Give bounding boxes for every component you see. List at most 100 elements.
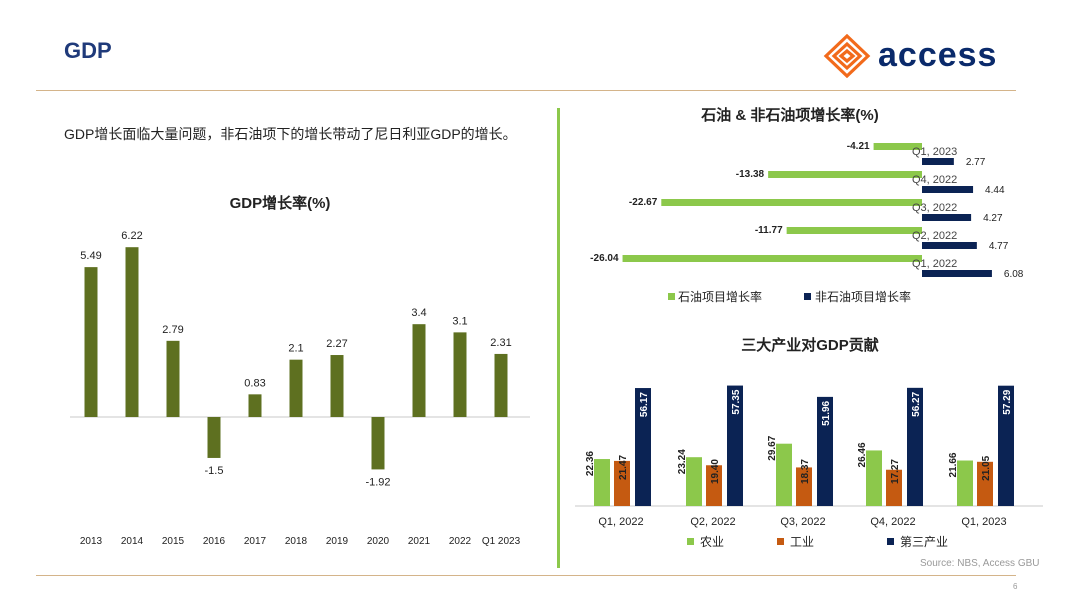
gdp-bar bbox=[412, 324, 426, 417]
gdp-value-label: 3.4 bbox=[411, 307, 426, 319]
sector-bar bbox=[614, 460, 630, 506]
gdp-tick-label: 2019 bbox=[326, 536, 349, 547]
gdp-bar bbox=[330, 355, 344, 417]
gdp-growth-chart: 5.49 2013 6.22 2014 2.79 2015 -1.5 2016 0.83 2017… bbox=[70, 230, 530, 547]
sector-value-label: 29.67 bbox=[767, 435, 778, 460]
oil-category-label: Q3, 2022 bbox=[912, 202, 957, 214]
gdp-chart-title: GDP增长率(%) bbox=[229, 195, 331, 212]
sector-bar bbox=[776, 443, 792, 506]
nonoil-value-label: 4.77 bbox=[989, 241, 1009, 252]
sector-value-label: 23.24 bbox=[677, 449, 688, 474]
sector-value-label: 51.96 bbox=[821, 400, 832, 425]
sector-bar bbox=[686, 457, 702, 506]
oil-bar bbox=[768, 171, 922, 178]
gdp-tick-label: Q1 2023 bbox=[482, 536, 521, 547]
legend-label-sector: 第三产业 bbox=[900, 535, 948, 549]
sector-bar bbox=[977, 461, 993, 506]
gdp-tick-label: 2020 bbox=[367, 536, 390, 547]
sector-bar bbox=[957, 460, 973, 506]
nonoil-bar bbox=[922, 186, 974, 193]
sector-value-label: 22.36 bbox=[585, 451, 596, 476]
sector-value-label: 57.35 bbox=[731, 389, 742, 414]
sector-bar bbox=[706, 465, 722, 506]
legend-swatch-nonoil bbox=[804, 293, 811, 300]
gdp-tick-label: 2022 bbox=[449, 536, 472, 547]
sector-bar bbox=[998, 385, 1014, 506]
nonoil-bar bbox=[922, 158, 954, 165]
gdp-value-label: 5.49 bbox=[80, 250, 101, 262]
gdp-bar bbox=[494, 353, 508, 417]
oil-category-label: Q2, 2022 bbox=[912, 230, 957, 242]
nonoil-bar bbox=[922, 214, 972, 221]
sectors-chart: 22.36 21.47 56.17 Q1, 2022 23.24 19.40 57.35 Q2… bbox=[575, 385, 1043, 549]
legend-swatch-sector bbox=[887, 538, 894, 545]
gdp-value-label: -1.5 bbox=[205, 465, 224, 477]
access-logo: access bbox=[822, 33, 1022, 79]
oil-chart-title: 石油 & 非石油项增长率(%) bbox=[701, 107, 879, 124]
sectors-tick-label: Q2, 2022 bbox=[690, 516, 735, 528]
oil-value-label: -26.04 bbox=[590, 253, 619, 264]
sector-value-label: 21.05 bbox=[981, 455, 992, 480]
gdp-bar bbox=[453, 332, 467, 417]
page-number: 6 bbox=[1013, 582, 1018, 591]
legend-label-sector: 农业 bbox=[700, 535, 724, 549]
oil-category-label: Q1, 2022 bbox=[912, 258, 957, 270]
gdp-tick-label: 2016 bbox=[203, 536, 226, 547]
sector-bar bbox=[886, 469, 902, 506]
access-diamond-icon bbox=[823, 33, 871, 79]
nonoil-value-label: 2.77 bbox=[966, 157, 986, 168]
sector-value-label: 21.66 bbox=[948, 452, 959, 477]
gdp-value-label: 2.79 bbox=[162, 324, 183, 336]
sectors-tick-label: Q4, 2022 bbox=[870, 516, 915, 528]
legend-swatch-oil bbox=[668, 293, 675, 300]
gdp-value-label: 2.1 bbox=[288, 343, 303, 355]
gdp-bar bbox=[125, 247, 139, 417]
legend-label-oil: 石油项目增长率 bbox=[678, 289, 762, 304]
gdp-bar bbox=[371, 417, 385, 470]
sector-value-label: 17.27 bbox=[890, 459, 901, 484]
oil-value-label: -22.67 bbox=[629, 197, 658, 208]
nonoil-bar bbox=[922, 242, 977, 249]
logo-text: access bbox=[878, 36, 998, 74]
oil-value-label: -4.21 bbox=[847, 141, 870, 152]
legend-swatch-sector bbox=[777, 538, 784, 545]
gdp-value-label: -1.92 bbox=[365, 476, 390, 488]
page-title: GDP bbox=[64, 38, 112, 63]
oil-category-label: Q1, 2023 bbox=[912, 146, 957, 158]
gdp-value-label: 3.1 bbox=[452, 315, 467, 327]
oil-category-label: Q4, 2022 bbox=[912, 174, 957, 186]
oil-bar bbox=[622, 255, 922, 262]
gdp-bar bbox=[248, 394, 262, 417]
gdp-tick-label: 2014 bbox=[121, 536, 144, 547]
sector-value-label: 19.40 bbox=[710, 459, 721, 484]
intro-text: GDP增长面临大量问题，非石油项下的增长带动了尼日利亚GDP的增长。 bbox=[64, 126, 517, 142]
oil-bar bbox=[661, 199, 922, 206]
sectors-chart-title: 三大产业对GDP贡献 bbox=[741, 337, 879, 354]
nonoil-bar bbox=[922, 270, 992, 277]
gdp-tick-label: 2013 bbox=[80, 536, 103, 547]
gdp-value-label: 6.22 bbox=[121, 230, 142, 242]
sector-bar bbox=[907, 387, 923, 506]
sector-bar bbox=[594, 459, 610, 506]
vertical-divider bbox=[557, 108, 560, 568]
gdp-bar bbox=[84, 267, 98, 417]
oil-nonoil-chart: -4.21 Q1, 2023 2.77 -13.38 Q4, 2022 4.44 -22.6… bbox=[590, 141, 1024, 304]
legend-swatch-sector bbox=[687, 538, 694, 545]
sector-bar bbox=[727, 385, 743, 506]
gdp-tick-label: 2018 bbox=[285, 536, 308, 547]
sectors-tick-label: Q1, 2022 bbox=[598, 516, 643, 528]
oil-value-label: -13.38 bbox=[736, 169, 765, 180]
gdp-tick-label: 2021 bbox=[408, 536, 431, 547]
sector-value-label: 26.46 bbox=[857, 442, 868, 467]
gdp-bar bbox=[289, 359, 303, 417]
sector-value-label: 21.47 bbox=[618, 454, 629, 479]
oil-bar bbox=[873, 143, 922, 150]
footer-divider bbox=[36, 575, 1016, 576]
oil-bar bbox=[786, 227, 922, 234]
sectors-tick-label: Q3, 2022 bbox=[780, 516, 825, 528]
legend-label-nonoil: 非石油项目增长率 bbox=[815, 289, 911, 304]
legend-label-sector: 工业 bbox=[790, 535, 814, 549]
sector-bar bbox=[635, 388, 651, 506]
sectors-tick-label: Q1, 2023 bbox=[961, 516, 1006, 528]
sector-value-label: 56.17 bbox=[639, 392, 650, 417]
